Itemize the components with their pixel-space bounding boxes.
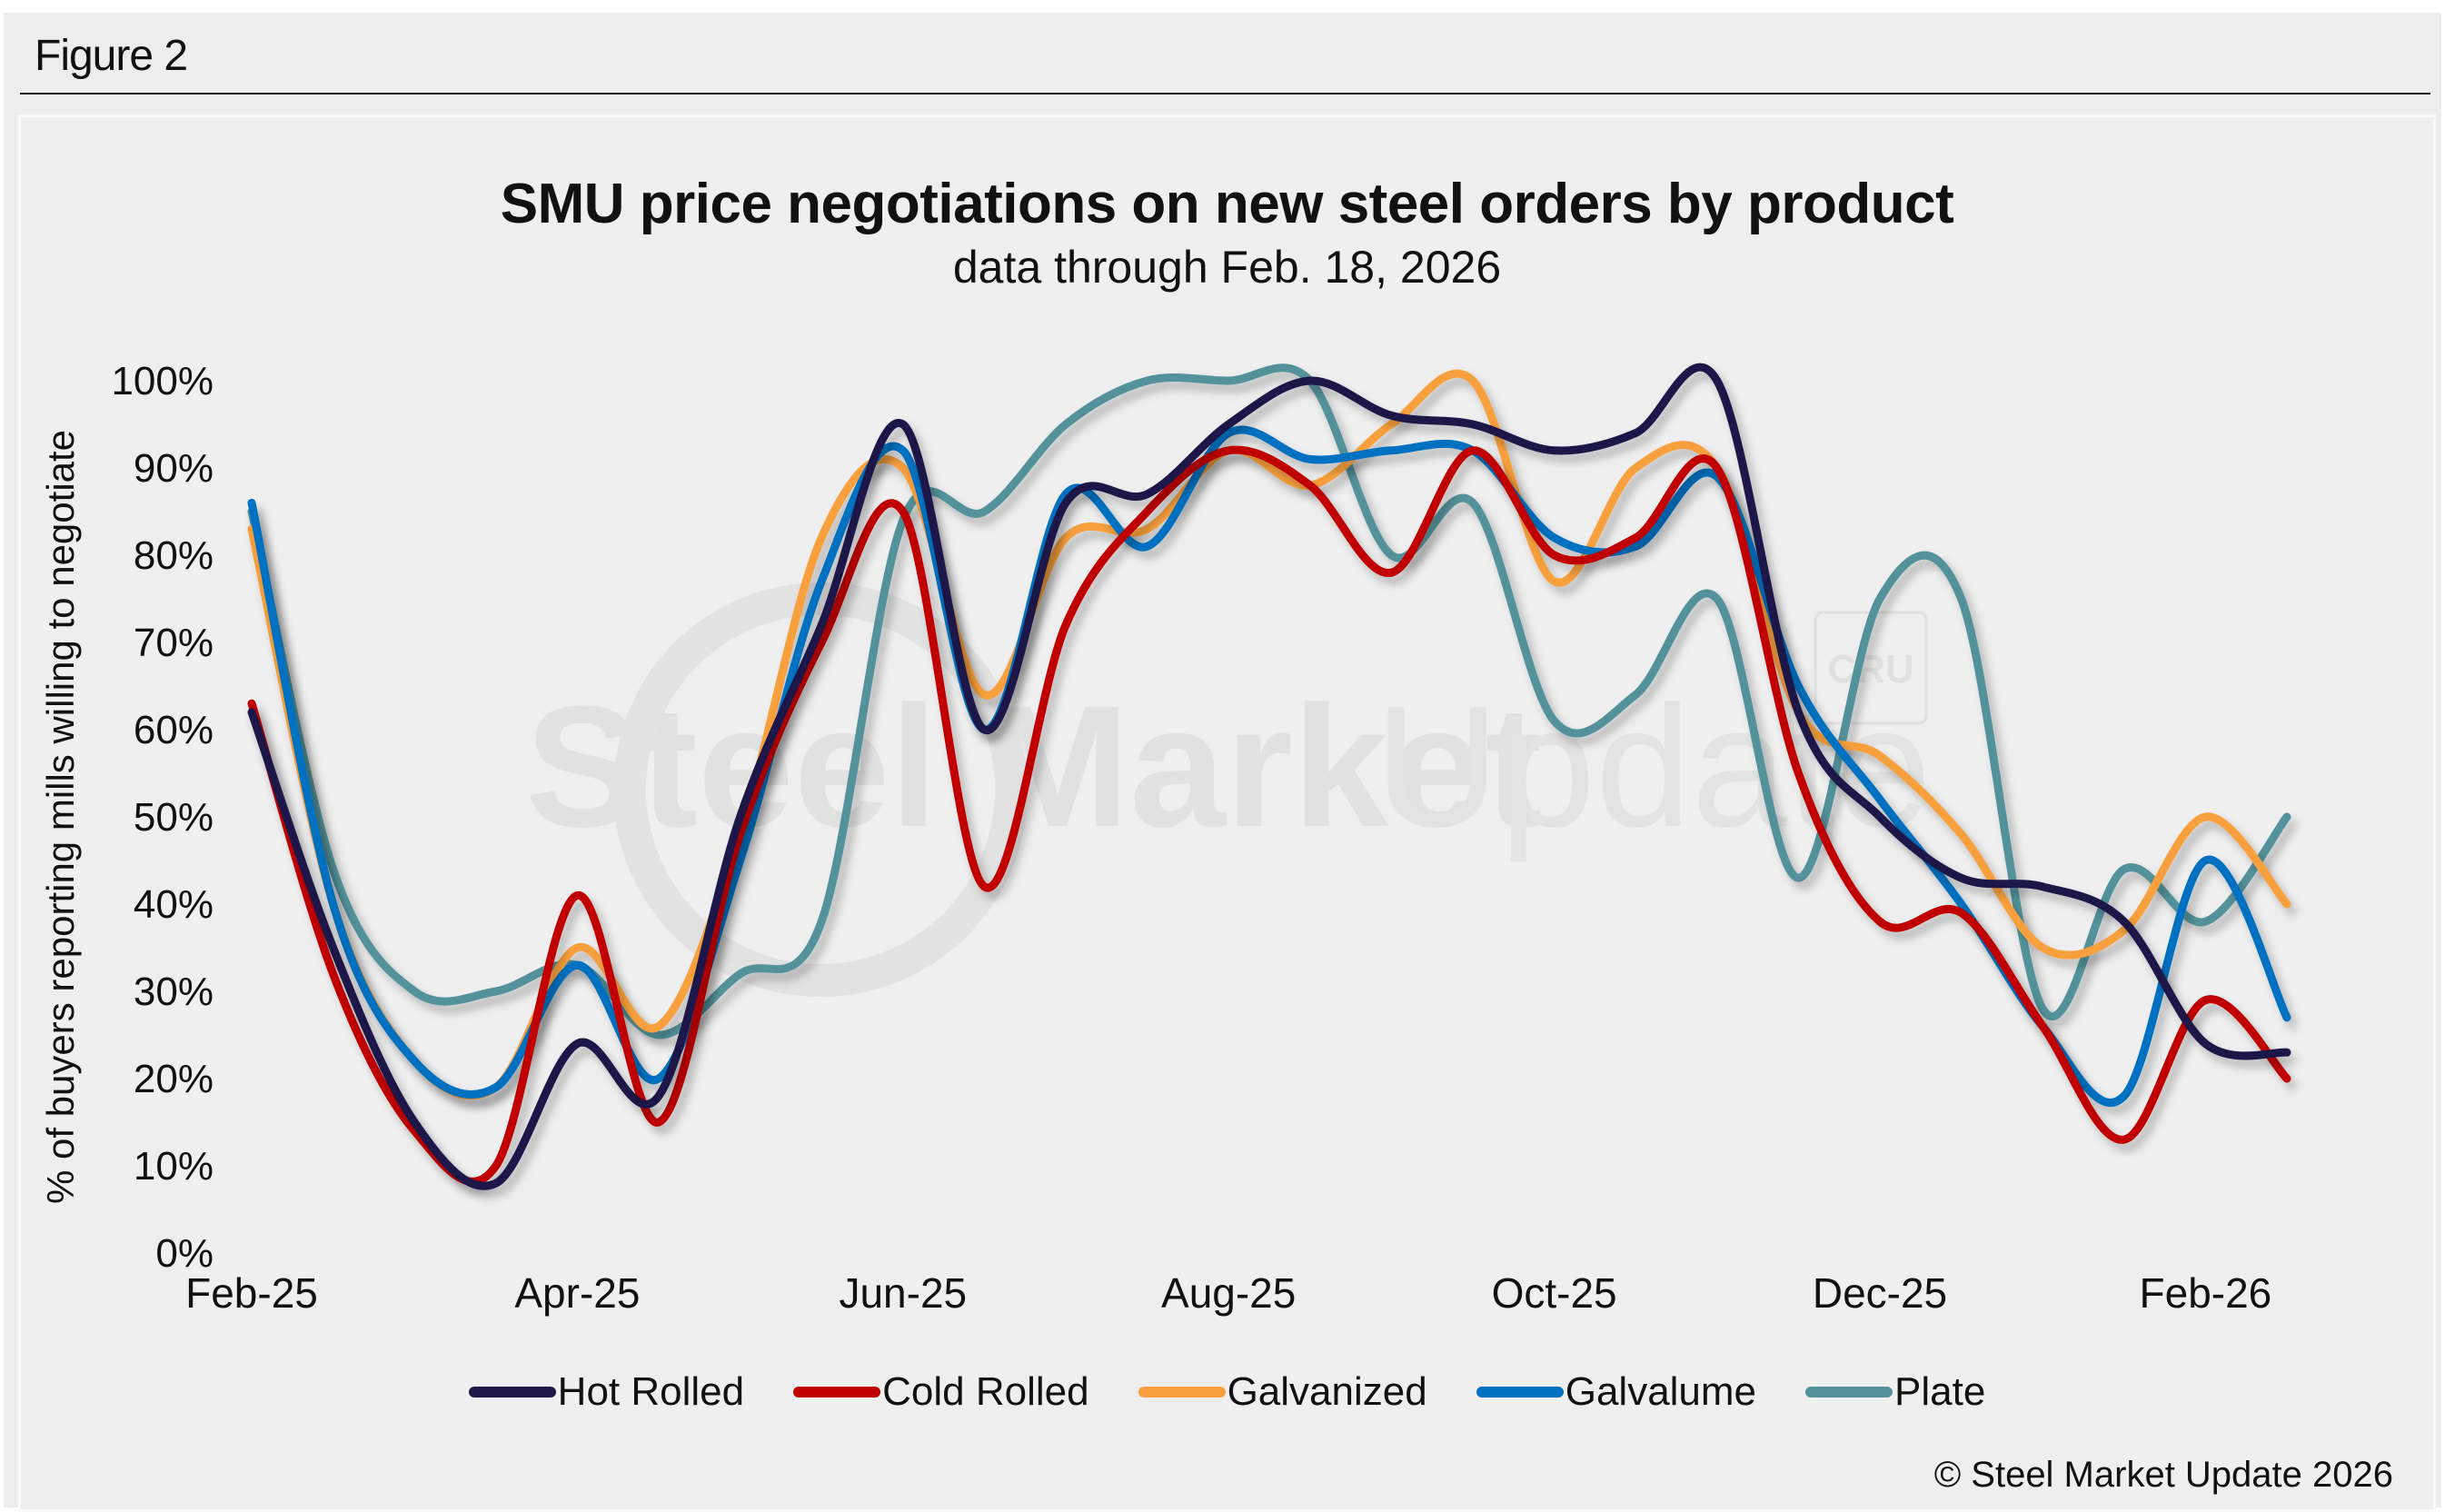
x-tick-label: Aug-25 <box>1161 1269 1296 1317</box>
y-tick-label: 40% <box>134 882 214 927</box>
legend-label: Cold Rolled <box>882 1369 1088 1415</box>
figure-frame: Figure 2 SMU price negotiations on new s… <box>4 13 2441 1507</box>
legend-item-galvalume: Galvalume <box>1476 1369 1756 1415</box>
y-tick-label: 50% <box>134 795 214 840</box>
legend-item-cold-rolled: Cold Rolled <box>793 1369 1088 1415</box>
legend-label: Hot Rolled <box>558 1369 744 1415</box>
y-tick-label: 30% <box>134 970 214 1014</box>
x-tick-label: Feb-25 <box>185 1269 318 1317</box>
figure-divider <box>20 93 2430 94</box>
legend-item-plate: Plate <box>1805 1369 1985 1415</box>
legend-label: Plate <box>1894 1369 1985 1415</box>
legend-swatch-plate <box>1805 1387 1893 1398</box>
legend-swatch-hot-rolled <box>469 1387 556 1398</box>
x-tick-label: Oct-25 <box>1492 1269 1617 1317</box>
legend-swatch-galvalume <box>1476 1387 1564 1398</box>
x-tick-label: Dec-25 <box>1813 1269 1947 1317</box>
x-tick-label: Apr-25 <box>514 1269 640 1317</box>
legend-item-hot-rolled: Hot Rolled <box>469 1369 744 1415</box>
y-tick-label: 20% <box>134 1057 214 1101</box>
copyright-notice: © Steel Market Update 2026 <box>1934 1455 2393 1496</box>
x-axis: Feb-25 Apr-25 Jun-25 Aug-25 Oct-25 Dec-25 Feb-… <box>185 1269 2271 1317</box>
chart-panel: SMU price negotiations on new steel orde… <box>18 114 2436 1512</box>
x-tick-label: Jun-25 <box>839 1269 967 1317</box>
legend: Hot Rolled Cold Rolled Galvanized Galvalume… <box>21 1369 2433 1415</box>
y-tick-label: 70% <box>134 621 214 665</box>
x-tick-label: Feb-26 <box>2140 1269 2272 1317</box>
y-tick-label: 90% <box>134 446 214 491</box>
watermark-badge-text: CRU <box>1827 647 1913 691</box>
legend-label: Galvalume <box>1565 1369 1756 1415</box>
y-axis: 0%10%20%30%40%50%60%70%80%90%100%% of bu… <box>39 359 214 1276</box>
y-tick-label: 100% <box>111 359 214 403</box>
y-tick-label: 80% <box>134 533 214 578</box>
legend-swatch-galvanized <box>1138 1387 1226 1398</box>
legend-label: Galvanized <box>1227 1369 1427 1415</box>
legend-item-galvanized: Galvanized <box>1138 1369 1427 1415</box>
y-tick-label: 60% <box>134 708 214 752</box>
y-axis-title: % of buyers reporting mills willing to n… <box>39 430 82 1204</box>
y-tick-label: 10% <box>134 1144 214 1189</box>
figure-label: Figure 2 <box>35 31 187 81</box>
legend-swatch-cold-rolled <box>793 1387 880 1398</box>
